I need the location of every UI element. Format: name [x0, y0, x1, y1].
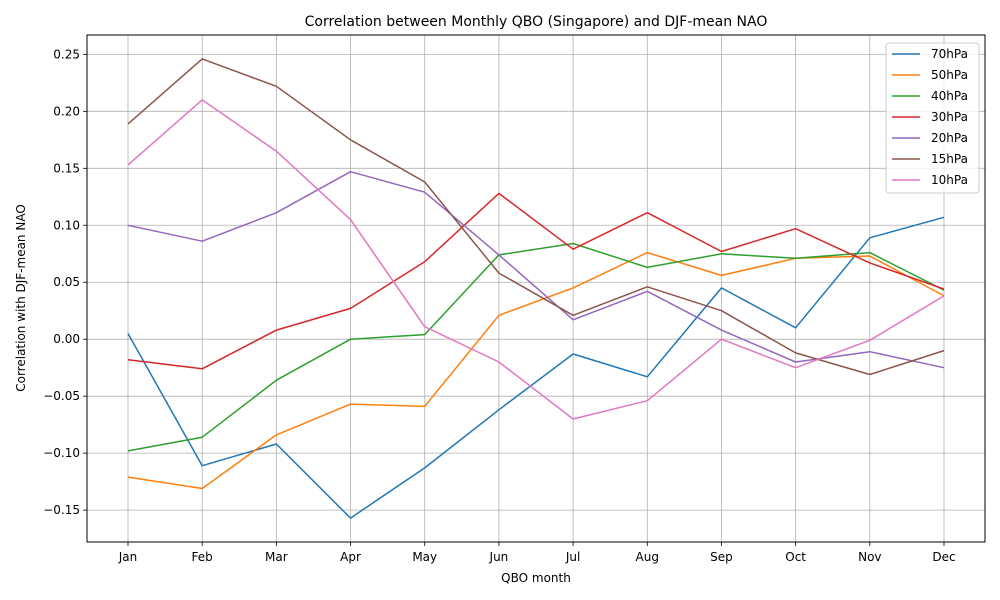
x-tick-label: Nov [858, 550, 881, 564]
series-line-15hPa [127, 58, 945, 376]
x-tick-label: Feb [192, 550, 213, 564]
y-tick-label: −0.15 [43, 503, 80, 517]
x-tick-label: Oct [785, 550, 806, 564]
grid [87, 35, 985, 542]
legend-label-30hPa: 30hPa [931, 110, 968, 124]
y-tick-label: 0.25 [53, 47, 80, 61]
axes-frame [86, 34, 986, 543]
chart-title: Correlation between Monthly QBO (Singapo… [305, 14, 768, 30]
y-tick-label: 0.20 [53, 104, 80, 118]
legend-label-70hPa: 70hPa [931, 47, 968, 61]
y-tick-label: 0.15 [53, 161, 80, 175]
x-tick-label: Jan [118, 550, 138, 564]
x-tick-label: Jul [565, 550, 580, 564]
series-layer [127, 58, 945, 519]
series-line-30hPa [127, 192, 945, 370]
legend-label-50hPa: 50hPa [931, 68, 968, 82]
y-tick-label: 0.05 [53, 275, 80, 289]
x-axis-label: QBO month [501, 571, 571, 585]
y-tick-label: 0.10 [53, 218, 80, 232]
y-tick-label: −0.05 [43, 389, 80, 403]
x-tick-label: Dec [932, 550, 955, 564]
y-axis-label: Correlation with DJF-mean NAO [14, 204, 28, 392]
x-tick-label: Sep [710, 550, 733, 564]
x-tick-label: Jun [489, 550, 509, 564]
legend-label-20hPa: 20hPa [931, 131, 968, 145]
y-tick-label: −0.10 [43, 446, 80, 460]
x-tick-label: May [412, 550, 437, 564]
legend: 70hPa 50hPa 40hPa 30hPa 20hPa 15hPa 10hPa [885, 42, 980, 194]
legend-label-15hPa: 15hPa [931, 152, 968, 166]
series-line-20hPa [127, 170, 945, 369]
series-line-10hPa [127, 99, 945, 420]
series-line-70hPa [127, 216, 945, 519]
legend-box [885, 42, 980, 194]
legend-label-40hPa: 40hPa [931, 89, 968, 103]
series-line-40hPa [127, 242, 945, 452]
y-axis: −0.15 −0.10 −0.05 0.00 0.05 0.10 0.15 0.20 0.25 [43, 47, 87, 517]
x-tick-label: Mar [265, 550, 288, 564]
x-axis: Jan Feb Mar Apr May Jun Jul Aug Sep Oct Nov Dec [118, 542, 956, 564]
x-tick-label: Aug [636, 550, 659, 564]
y-tick-label: 0.00 [53, 332, 80, 346]
x-tick-label: Apr [340, 550, 361, 564]
legend-label-10hPa: 10hPa [931, 173, 968, 187]
